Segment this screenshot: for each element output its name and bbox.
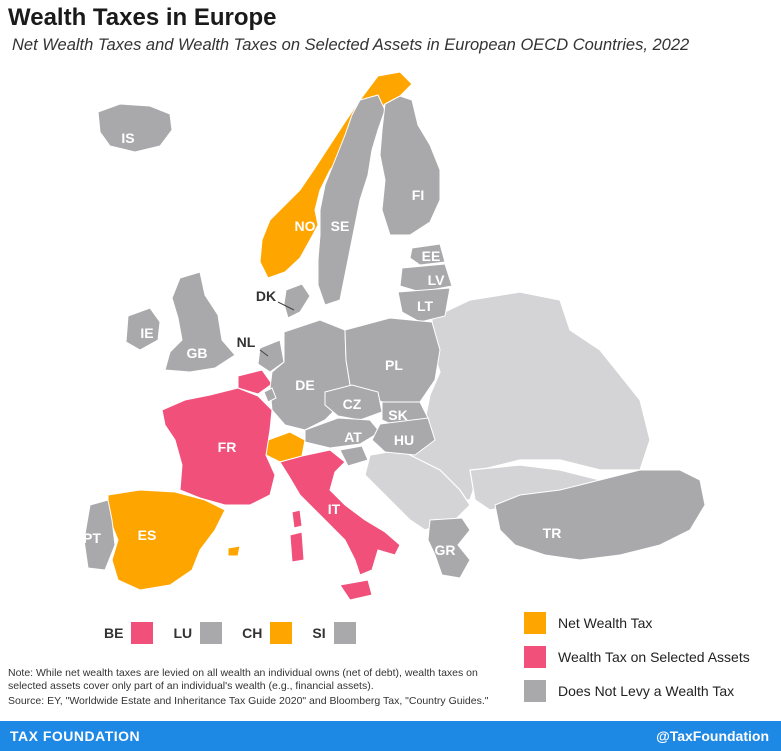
small-countries: BE LU CH SI: [104, 622, 376, 644]
legend-swatch: [524, 680, 546, 702]
footer-bar: TAX FOUNDATION @TaxFoundation: [0, 721, 781, 751]
country-italy: [279, 449, 401, 576]
map-subtitle: Net Wealth Taxes and Wealth Taxes on Sel…: [12, 36, 690, 54]
label-no: NO: [295, 218, 316, 234]
country-sardinia: [289, 531, 305, 563]
small-country-swatch: [200, 622, 223, 644]
country-czechia: [324, 384, 383, 421]
country-austria: [304, 417, 381, 449]
label-ie: IE: [140, 325, 153, 341]
country-eastern-europe: [399, 291, 651, 501]
small-country-code: CH: [242, 625, 263, 641]
small-country-code: SI: [312, 625, 326, 641]
label-cz: CZ: [343, 396, 362, 412]
leader-nl: [259, 349, 269, 357]
country-france: [161, 387, 276, 506]
country-belgium: [237, 369, 273, 395]
country-spain: [107, 489, 226, 591]
label-is: IS: [121, 130, 134, 146]
footer-brand: TAX FOUNDATION: [10, 728, 141, 744]
label-de: DE: [295, 377, 314, 393]
small-country-code: LU: [173, 625, 193, 641]
note-text: Note: While net wealth taxes are levied …: [8, 667, 478, 692]
small-country-swatch: [270, 622, 293, 644]
country-balearic: [227, 545, 241, 557]
label-se: SE: [331, 218, 350, 234]
map-title: Wealth Taxes in Europe: [8, 4, 277, 31]
country-netherlands: [257, 339, 285, 373]
label-dk: DK: [256, 288, 276, 304]
country-hungary: [371, 417, 436, 456]
label-gr: GR: [435, 542, 456, 558]
label-sk: SK: [388, 407, 407, 423]
small-country-code: BE: [104, 625, 124, 641]
country-iceland: [97, 103, 173, 153]
legend-item-no-tax: Does Not Levy a Wealth Tax: [524, 680, 750, 702]
country-corsica: [291, 509, 303, 529]
source-text: Source: EY, "Worldwide Estate and Inheri…: [8, 695, 489, 707]
leader-dk: [277, 301, 295, 311]
label-pl: PL: [385, 357, 403, 373]
footer-handle[interactable]: @TaxFoundation: [656, 728, 769, 744]
label-lt: LT: [417, 298, 434, 314]
legend-swatch: [524, 646, 546, 668]
label-fr: FR: [218, 439, 237, 455]
footnote: Note: While net wealth taxes are levied …: [8, 667, 518, 708]
label-es: ES: [138, 527, 157, 543]
country-turkey: [494, 469, 706, 561]
label-ee: EE: [422, 248, 441, 264]
country-luxembourg: [263, 387, 277, 403]
country-great-britain: [164, 271, 236, 373]
label-fi: FI: [412, 187, 424, 203]
label-pt: PT: [83, 530, 101, 546]
label-tr: TR: [543, 525, 562, 541]
small-country-ch: CH: [242, 622, 293, 644]
small-country-swatch: [333, 622, 356, 644]
country-greece: [427, 517, 471, 579]
legend-label: Does Not Levy a Wealth Tax: [558, 683, 735, 699]
country-estonia: [409, 243, 446, 266]
country-denmark: [283, 283, 311, 319]
label-nl: NL: [237, 334, 256, 350]
label-at: AT: [344, 429, 362, 445]
legend-item-selected-assets: Wealth Tax on Selected Assets: [524, 646, 750, 668]
country-finland: [379, 95, 441, 236]
country-sweden: [317, 94, 386, 306]
country-ireland: [125, 307, 161, 351]
label-lv: LV: [428, 272, 446, 288]
legend-swatch: [524, 612, 546, 634]
country-slovenia: [339, 445, 369, 467]
small-country-be: BE: [104, 622, 154, 644]
label-hu: HU: [394, 432, 414, 448]
country-portugal: [83, 499, 116, 571]
small-country-lu: LU: [173, 622, 223, 644]
small-country-si: SI: [312, 622, 356, 644]
label-it: IT: [328, 501, 341, 517]
legend: Net Wealth Tax Wealth Tax on Selected As…: [524, 612, 750, 714]
legend-label: Net Wealth Tax: [558, 615, 653, 631]
legend-label: Wealth Tax on Selected Assets: [558, 649, 750, 665]
small-country-swatch: [131, 622, 154, 644]
europe-map: IS NO SE FI EE LV LT DK IE GB NL DE PL C…: [83, 71, 706, 601]
legend-item-net-wealth: Net Wealth Tax: [524, 612, 750, 634]
label-gb: GB: [187, 345, 208, 361]
country-sicily: [339, 579, 373, 601]
country-lithuania: [397, 287, 451, 323]
